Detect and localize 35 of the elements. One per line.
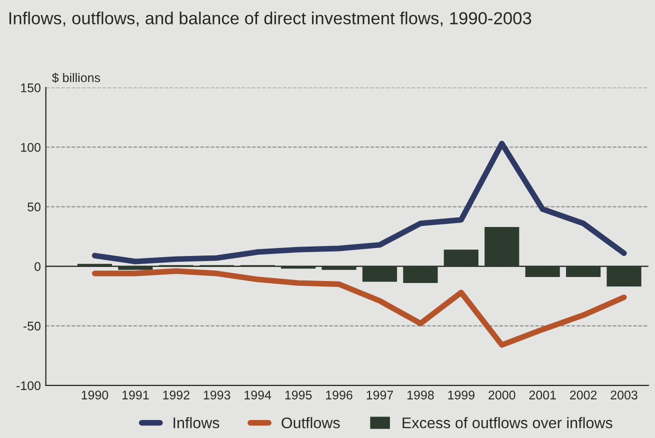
x-tick-label: 1996 (326, 390, 352, 400)
bar (322, 266, 356, 270)
x-tick-label: 1991 (122, 390, 149, 400)
bar (362, 266, 398, 282)
legend-label: Outflows (282, 417, 340, 428)
x-tick-label: 1998 (407, 390, 434, 400)
x-tick-label: 1993 (204, 390, 230, 400)
bar (444, 250, 478, 266)
x-tick-label: 2002 (570, 390, 597, 400)
bar (606, 266, 642, 287)
bar (525, 266, 560, 278)
x-tick-label: 2001 (529, 390, 556, 400)
bar (484, 226, 520, 266)
y-tick-label: -100 (16, 381, 41, 390)
y-tick-label: 50 (28, 202, 40, 212)
y-tick-label: 100 (21, 142, 40, 152)
x-tick-label: 1997 (366, 390, 393, 400)
y-tick-label: 150 (21, 83, 40, 92)
x-tick-label: 1990 (82, 390, 108, 400)
x-tick-label: 1995 (285, 390, 312, 400)
bar (118, 266, 153, 270)
bar (566, 266, 601, 278)
x-tick-label: 1992 (163, 390, 190, 400)
y-tick-label: 0 (34, 262, 40, 271)
legend-label: Inflows (174, 417, 220, 428)
bar (77, 264, 112, 266)
y-axis-title: $ billions (52, 72, 100, 83)
bar (403, 266, 438, 283)
x-tick-label: 2000 (488, 390, 516, 400)
legend-label: Excess of outflows over inflows (402, 417, 612, 428)
x-tick-label: 1994 (244, 390, 272, 400)
x-tick-label: 1999 (448, 390, 474, 400)
x-tick-label: 2003 (610, 390, 638, 400)
chart-title: Inflows, outflows, and balance of direct investment flows, 1990-2003 (9, 12, 532, 26)
y-tick-label: -50 (23, 322, 40, 331)
